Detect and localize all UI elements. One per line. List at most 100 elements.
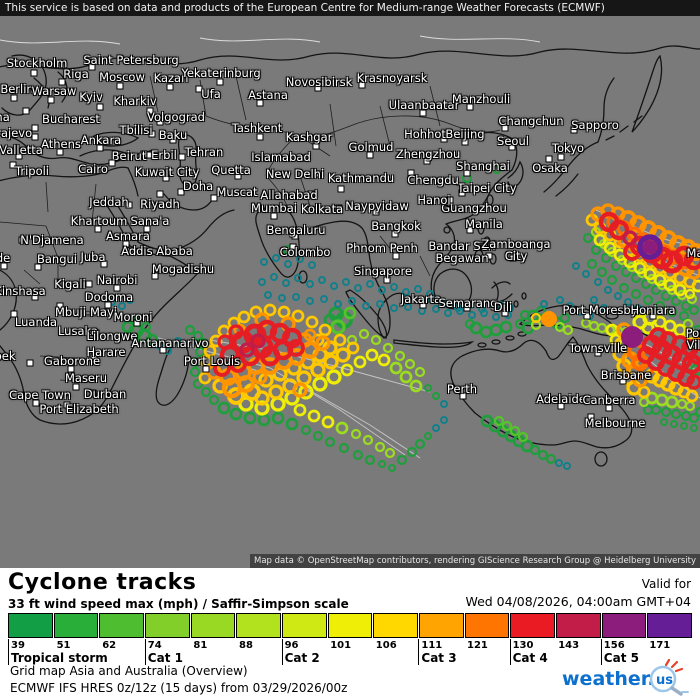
cyclone-track-point	[640, 278, 652, 290]
city-label: Changchun	[498, 114, 564, 128]
cyclone-track-point	[404, 358, 416, 370]
city-marker	[195, 85, 203, 93]
model-run-label: ECMWF IFS HRES 0z/12z (15 days) from 03/…	[10, 681, 348, 695]
cyclone-track-point	[643, 240, 657, 254]
city-label: Semarang	[438, 296, 498, 310]
city-label: Colombo	[279, 245, 331, 259]
cyclone-track-point	[686, 374, 700, 390]
cyclone-track-point	[514, 318, 526, 330]
cyclone-track-point	[307, 409, 321, 423]
cyclone-track-point	[303, 328, 317, 342]
cyclone-track-point	[338, 442, 350, 454]
cyclone-track-point	[684, 288, 696, 300]
city-label: Hohhot	[404, 127, 446, 141]
city-label: Doha	[182, 179, 214, 193]
city-label: Kinshasa	[0, 284, 46, 298]
magnifier-icon	[649, 665, 677, 693]
city-marker	[156, 190, 164, 198]
cyclone-track-point	[432, 305, 440, 313]
scale-tick: 143	[558, 640, 580, 651]
city-marker	[159, 346, 167, 354]
scale-tick: 106	[375, 640, 397, 651]
cyclone-track-point	[582, 270, 590, 278]
sun-rays-icon	[664, 658, 684, 673]
city-label: Guangzhou	[441, 201, 507, 215]
scale-tick: 51	[56, 640, 71, 651]
city-marker	[216, 78, 224, 86]
wind-speed-color-scale	[8, 613, 693, 638]
cyclone-track-point	[243, 411, 257, 425]
scale-tick: 130	[512, 640, 534, 651]
city-label: Islamabad	[251, 150, 311, 164]
gridmap-label: Grid map Asia and Australia (Overview)	[10, 664, 248, 678]
city-marker	[67, 365, 75, 373]
city-marker	[440, 135, 448, 143]
magnifier-handle	[670, 686, 683, 696]
cyclone-track-point	[239, 345, 261, 367]
cyclone-track-point	[252, 369, 268, 385]
cyclone-track-point	[673, 245, 695, 267]
city-label: Beirut	[111, 149, 147, 163]
cyclone-track-point	[650, 404, 662, 416]
city-label: Golmud	[348, 140, 394, 154]
cyclone-track-point	[414, 438, 426, 450]
city-label: Addis Ababa	[121, 244, 193, 258]
cyclone-track-point	[649, 327, 667, 345]
city-label: Astana	[248, 88, 288, 102]
scale-segment	[601, 613, 647, 638]
city-marker	[148, 130, 156, 138]
cyclone-track-point	[343, 306, 357, 320]
city-marker	[146, 107, 154, 115]
scale-segment	[236, 613, 282, 638]
cyclone-track-point	[559, 312, 571, 324]
cyclone-track-point	[294, 274, 302, 282]
city-label: Port Elizabeth	[39, 402, 119, 416]
cyclone-track-point	[432, 424, 440, 432]
cyclone-track-point	[678, 310, 690, 322]
cyclone-track-point	[655, 393, 669, 407]
cyclone-track-point	[374, 441, 386, 453]
cyclone-track-point	[688, 304, 700, 316]
city-label: New Delhi	[265, 167, 325, 181]
cyclone-track-point	[145, 333, 159, 347]
weather-us-logo[interactable]: weather. us	[560, 658, 690, 696]
cyclone-track-point	[353, 355, 367, 369]
category-divider	[509, 639, 511, 665]
city-marker	[312, 142, 320, 150]
city-label: Manzhouli	[451, 92, 511, 106]
city-marker	[31, 124, 39, 132]
city-label: Osaka	[532, 161, 568, 175]
cyclone-track-point	[685, 389, 699, 403]
city-marker	[270, 212, 278, 220]
city-marker	[178, 153, 186, 161]
cyclone-track-point	[260, 258, 268, 266]
city-marker	[689, 341, 697, 349]
cyclone-track-point	[306, 280, 314, 288]
scale-segment	[327, 613, 373, 638]
cyclone-track-point	[209, 334, 223, 348]
cyclone-track-point	[496, 301, 504, 309]
city-marker	[256, 99, 264, 107]
cyclone-track-point	[409, 379, 423, 393]
city-marker	[446, 196, 454, 204]
city-label: Warsaw	[31, 84, 77, 98]
cyclone-track-point	[402, 288, 410, 296]
city-label: Shanghai	[456, 159, 510, 173]
cyclone-track-point	[277, 305, 291, 319]
city-marker	[143, 225, 151, 233]
city-label: Seoul	[497, 134, 529, 148]
city-label: Tashkent	[231, 121, 283, 135]
cyclone-track-point	[590, 296, 598, 304]
city-label: Bandar Seri Begawan	[428, 239, 496, 265]
city-label: N'Djamena	[20, 233, 84, 247]
city-label: Perth	[446, 382, 478, 396]
city-marker	[570, 126, 578, 134]
cyclone-track-point	[414, 366, 426, 378]
city-marker	[129, 333, 137, 341]
city-label: Kigali	[54, 277, 86, 291]
cyclone-track-point	[118, 302, 126, 310]
city-label: Jeddah	[89, 195, 129, 209]
city-label: Bengaluru	[266, 223, 326, 237]
category-label: Cat 5	[603, 651, 639, 665]
cyclone-track-point	[596, 266, 608, 278]
